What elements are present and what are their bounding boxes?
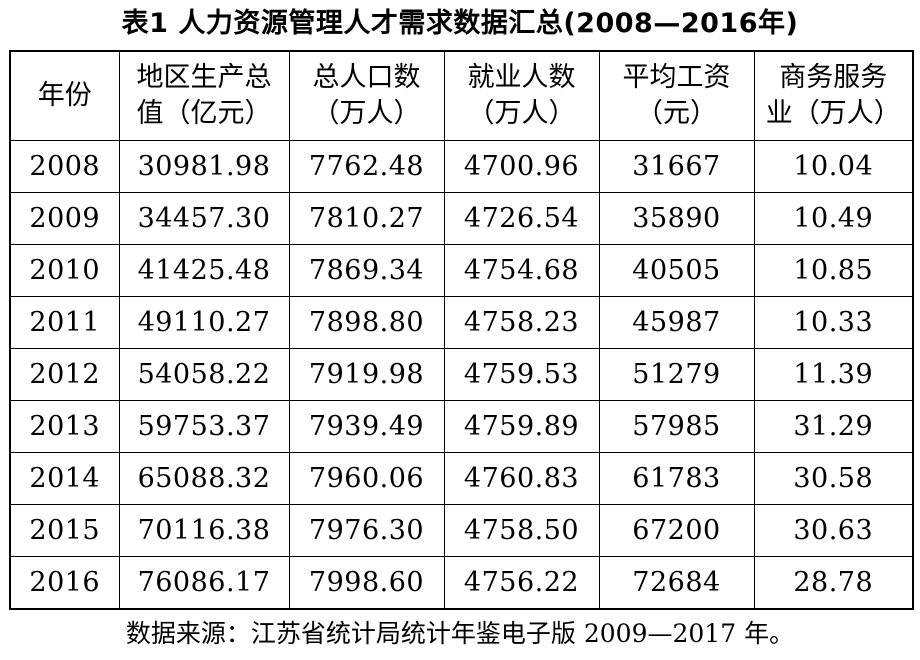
cell-employment: 4759.53 <box>443 348 600 401</box>
cell-population: 7998.60 <box>288 556 445 610</box>
cell-year: 2014 <box>9 452 120 505</box>
header-population: 总人口数 （万人） <box>288 50 445 141</box>
cell-average-wage: 51279 <box>598 348 755 401</box>
cell-year: 2015 <box>9 504 120 557</box>
cell-gdp: 49110.27 <box>118 296 290 349</box>
table-row: 2013 59753.37 7939.49 4759.89 57985 31.29 <box>9 400 914 453</box>
cell-business-services: 11.39 <box>753 348 914 401</box>
cell-population: 7898.80 <box>288 296 445 349</box>
cell-year: 2012 <box>9 348 120 401</box>
source-note: 数据来源：江苏省统计局统计年鉴电子版 2009—2017 年。 <box>125 619 795 648</box>
cell-employment: 4760.83 <box>443 452 600 505</box>
table-row: 2016 76086.17 7998.60 4756.22 72684 28.78 <box>9 556 914 610</box>
cell-population: 7762.48 <box>288 140 445 193</box>
cell-year: 2010 <box>9 244 120 297</box>
cell-average-wage: 57985 <box>598 400 755 453</box>
header-year: 年份 <box>9 50 120 141</box>
header-employment: 就业人数 （万人） <box>443 50 600 141</box>
cell-business-services: 30.63 <box>753 504 914 557</box>
cell-employment: 4759.89 <box>443 400 600 453</box>
cell-year: 2009 <box>9 192 120 245</box>
cell-gdp: 76086.17 <box>118 556 290 610</box>
cell-business-services: 10.85 <box>753 244 914 297</box>
cell-average-wage: 61783 <box>598 452 755 505</box>
table-title: 表1 人力资源管理人才需求数据汇总(2008—2016年) <box>121 8 799 39</box>
cell-employment: 4726.54 <box>443 192 600 245</box>
table-row: 2015 70116.38 7976.30 4758.50 67200 30.63 <box>9 504 914 557</box>
cell-population: 7919.98 <box>288 348 445 401</box>
cell-business-services: 10.33 <box>753 296 914 349</box>
cell-population: 7976.30 <box>288 504 445 557</box>
cell-population: 7869.34 <box>288 244 445 297</box>
cell-average-wage: 35890 <box>598 192 755 245</box>
cell-average-wage: 31667 <box>598 140 755 193</box>
header-row: 年份 地区生产总 值（亿元） 总人口数 （万人） 就业人数 （万人） 平均工资 … <box>9 50 914 141</box>
cell-gdp: 54058.22 <box>118 348 290 401</box>
table-body: 2008 30981.98 7762.48 4700.96 31667 10.04 2009… <box>9 140 914 610</box>
cell-employment: 4700.96 <box>443 140 600 193</box>
header-business-services: 商务服务 业（万人） <box>753 50 914 141</box>
cell-gdp: 59753.37 <box>118 400 290 453</box>
cell-gdp: 70116.38 <box>118 504 290 557</box>
cell-average-wage: 45987 <box>598 296 755 349</box>
table-row: 2010 41425.48 7869.34 4754.68 40505 10.85 <box>9 244 914 297</box>
cell-year: 2008 <box>9 140 120 193</box>
cell-employment: 4758.23 <box>443 296 600 349</box>
header-average-wage: 平均工资 （元） <box>598 50 755 141</box>
cell-gdp: 65088.32 <box>118 452 290 505</box>
header-gdp: 地区生产总 值（亿元） <box>118 50 290 141</box>
table-row: 2014 65088.32 7960.06 4760.83 61783 30.58 <box>9 452 914 505</box>
cell-business-services: 30.58 <box>753 452 914 505</box>
cell-business-services: 28.78 <box>753 556 914 610</box>
cell-average-wage: 67200 <box>598 504 755 557</box>
cell-employment: 4754.68 <box>443 244 600 297</box>
cell-year: 2016 <box>9 556 120 610</box>
cell-business-services: 10.49 <box>753 192 914 245</box>
cell-population: 7939.49 <box>288 400 445 453</box>
cell-business-services: 10.04 <box>753 140 914 193</box>
table-row: 2009 34457.30 7810.27 4726.54 35890 10.49 <box>9 192 914 245</box>
cell-employment: 4756.22 <box>443 556 600 610</box>
table-row: 2008 30981.98 7762.48 4700.96 31667 10.04 <box>9 140 914 193</box>
table-row: 2012 54058.22 7919.98 4759.53 51279 11.39 <box>9 348 914 401</box>
cell-year: 2011 <box>9 296 120 349</box>
cell-year: 2013 <box>9 400 120 453</box>
cell-average-wage: 40505 <box>598 244 755 297</box>
cell-gdp: 30981.98 <box>118 140 290 193</box>
table-row: 2011 49110.27 7898.80 4758.23 45987 10.33 <box>9 296 914 349</box>
cell-population: 7960.06 <box>288 452 445 505</box>
data-table: 年份 地区生产总 值（亿元） 总人口数 （万人） 就业人数 （万人） 平均工资 … <box>9 50 914 610</box>
cell-gdp: 41425.48 <box>118 244 290 297</box>
cell-population: 7810.27 <box>288 192 445 245</box>
cell-gdp: 34457.30 <box>118 192 290 245</box>
cell-business-services: 31.29 <box>753 400 914 453</box>
cell-employment: 4758.50 <box>443 504 600 557</box>
cell-average-wage: 72684 <box>598 556 755 610</box>
